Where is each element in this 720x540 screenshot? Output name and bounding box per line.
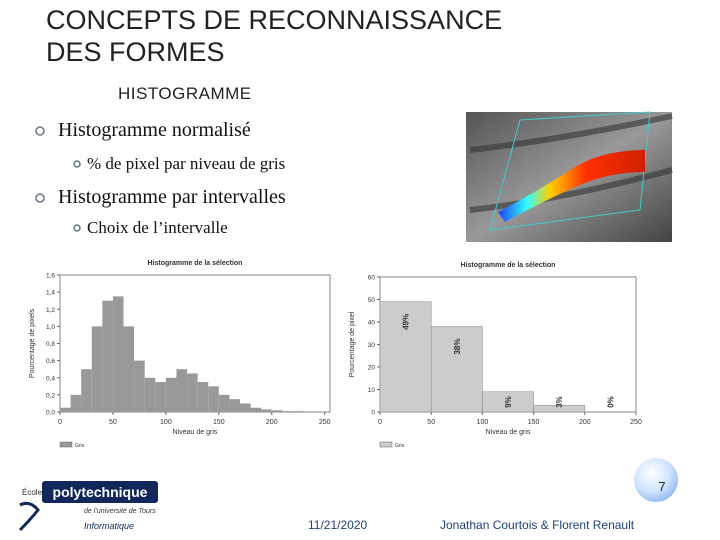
y-tick-label: 30 bbox=[368, 342, 376, 349]
legend-label: Gris bbox=[395, 443, 405, 449]
logo-dept: Informatique bbox=[84, 521, 134, 531]
chart-title: Histogramme de la sélection bbox=[461, 262, 556, 269]
bullet-icons bbox=[35, 126, 81, 232]
bar bbox=[292, 411, 304, 412]
sub-bullet-text: Choix de l’intervalle bbox=[87, 218, 228, 237]
x-axis-label: Niveau de gris bbox=[173, 429, 218, 436]
bar bbox=[165, 377, 177, 412]
legend-swatch bbox=[379, 441, 393, 448]
sub-bullet bbox=[73, 224, 81, 232]
y-tick-label: 0,6 bbox=[46, 358, 55, 365]
bar bbox=[81, 369, 92, 412]
bar bbox=[282, 411, 293, 412]
y-tick-label: 0,2 bbox=[46, 392, 55, 399]
value-label: 49% bbox=[402, 314, 411, 330]
x-tick-label: 250 bbox=[630, 419, 642, 426]
bullet-text: Histogramme normalisé bbox=[58, 119, 251, 141]
bar bbox=[379, 301, 432, 413]
title-line: CONCEPTS DE RECONNAISSANCE bbox=[46, 5, 503, 35]
y-tick-label: 0,4 bbox=[46, 375, 55, 382]
x-axis-label: Niveau de gris bbox=[486, 429, 531, 436]
x-tick-label: 50 bbox=[109, 419, 117, 426]
bar bbox=[197, 382, 209, 412]
charts: Histogramme de la sélection 0,0 0,2 0,4 0,6 0… bbox=[29, 260, 642, 449]
bar bbox=[70, 394, 82, 412]
image-texture bbox=[469, 113, 673, 213]
y-axis-label: Pourcentage de pixels bbox=[29, 308, 36, 378]
bar bbox=[533, 405, 586, 413]
bar bbox=[155, 382, 166, 412]
bullet bbox=[35, 126, 45, 136]
page-badge bbox=[634, 458, 678, 502]
x-tick-label: 250 bbox=[319, 419, 331, 426]
bar bbox=[430, 326, 483, 413]
y-tick-label: 60 bbox=[368, 275, 376, 282]
bar bbox=[123, 326, 135, 412]
x-tick-label: 100 bbox=[477, 419, 489, 426]
bar bbox=[218, 394, 230, 412]
y-tick-label: 40 bbox=[368, 320, 376, 327]
bar bbox=[112, 296, 124, 412]
y-tick-label: 1,0 bbox=[46, 324, 55, 331]
legend-label: Gris bbox=[75, 443, 85, 449]
value-label: 0% bbox=[606, 396, 615, 408]
value-label: 9% bbox=[504, 396, 513, 408]
y-tick-label: 0,0 bbox=[46, 410, 55, 417]
x-tick-label: 200 bbox=[579, 419, 591, 426]
bar bbox=[176, 369, 188, 412]
bar bbox=[187, 373, 198, 412]
title-line: DES FORMES bbox=[46, 37, 225, 67]
x-tick-label: 100 bbox=[160, 419, 172, 426]
subtitle: HISTOGRAMME bbox=[118, 84, 252, 103]
title: CONCEPTS DE RECONNAISSANCE DES FORMES bbox=[46, 4, 502, 68]
logo-banner bbox=[42, 481, 158, 503]
y-tick-label: 1,6 bbox=[46, 273, 55, 280]
bar bbox=[134, 360, 145, 412]
logo-school: École bbox=[22, 488, 43, 497]
legend-swatch bbox=[59, 441, 73, 448]
y-tick-label: 1,4 bbox=[46, 290, 55, 297]
x-tick-label: 0 bbox=[58, 419, 62, 426]
bar bbox=[60, 407, 71, 412]
x-tick-label: 150 bbox=[528, 419, 540, 426]
authors: Jonathan Courtois & Florent Renault bbox=[440, 518, 635, 532]
bar bbox=[240, 403, 251, 412]
bar bbox=[250, 407, 262, 412]
value-label: 3% bbox=[555, 396, 564, 408]
bar bbox=[144, 377, 156, 412]
doppler-flow bbox=[498, 150, 645, 222]
sub-bullet bbox=[73, 160, 81, 168]
x-tick-label: 50 bbox=[427, 419, 435, 426]
chart-title: Histogramme de la sélection bbox=[148, 260, 243, 267]
bar bbox=[261, 409, 272, 412]
x-tick-label: 0 bbox=[378, 419, 382, 426]
y-tick-label: 50 bbox=[368, 297, 376, 304]
logo-mark bbox=[18, 501, 40, 532]
y-tick-label: 1,2 bbox=[46, 307, 55, 314]
bar bbox=[229, 399, 240, 412]
bar bbox=[482, 391, 534, 413]
y-tick-label: 20 bbox=[368, 365, 376, 372]
bar bbox=[91, 326, 103, 412]
y-tick-label: 0,8 bbox=[46, 341, 55, 348]
image-frame bbox=[489, 111, 651, 231]
sub-bullet-text: % de pixel par niveau de gris bbox=[87, 154, 286, 173]
x-tick-label: 150 bbox=[213, 419, 225, 426]
y-axis-label: Pourcentage de pixel bbox=[349, 311, 356, 377]
bar bbox=[271, 410, 283, 412]
bullet bbox=[35, 193, 45, 203]
logo-sub: de l’université de Tours bbox=[84, 508, 156, 515]
bar bbox=[208, 386, 219, 412]
y-tick-label: 0 bbox=[371, 410, 375, 417]
value-label: 38% bbox=[453, 338, 462, 354]
bullet-text: Histogramme par intervalles bbox=[58, 186, 286, 208]
page-number: 7 bbox=[658, 479, 665, 494]
logo-name: polytechnique bbox=[53, 484, 148, 500]
x-tick-label: 200 bbox=[266, 419, 278, 426]
bar bbox=[102, 300, 113, 412]
y-tick-label: 10 bbox=[368, 387, 376, 394]
date: 11/21/2020 bbox=[308, 518, 368, 532]
